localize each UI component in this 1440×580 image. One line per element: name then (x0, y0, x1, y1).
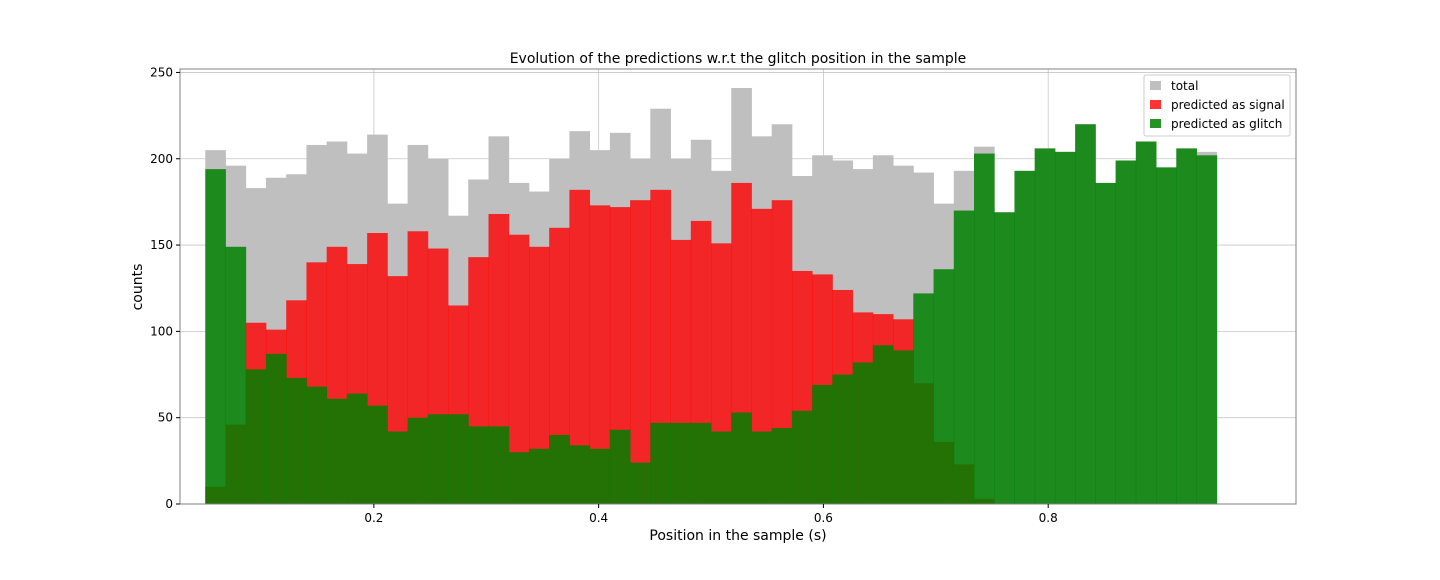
glitch-bar (387, 431, 408, 504)
glitch-bar (589, 448, 611, 504)
glitch-bar (326, 398, 348, 504)
glitch-bar (711, 431, 732, 504)
glitch-bar (306, 386, 328, 504)
glitch-bar (549, 434, 570, 504)
glitch-bar (1075, 124, 1096, 504)
glitch-bar (1095, 182, 1117, 504)
signal-bar (630, 200, 651, 504)
legend-label-glitch: predicted as glitch (1171, 117, 1282, 131)
glitch-bar (913, 293, 934, 504)
x-tick-label: 0.8 (1039, 511, 1058, 525)
glitch-bar-group (205, 124, 1218, 505)
glitch-bar (994, 212, 1015, 504)
legend: total predicted as signal predicted as g… (1143, 74, 1291, 137)
glitch-bar (245, 369, 267, 504)
ticks-layer: 0 50 100 150 200 250 0.2 0.4 0.6 0.8 (150, 65, 1058, 525)
glitch-bar (427, 414, 449, 504)
glitch-bar (265, 353, 287, 504)
legend-label-signal: predicted as signal (1171, 98, 1285, 112)
glitch-bar (448, 414, 469, 504)
glitch-bar (650, 422, 671, 504)
x-axis-title: Position in the sample (s) (649, 528, 826, 544)
y-tick-label: 0 (165, 497, 173, 511)
glitch-bar (1156, 167, 1177, 504)
glitch-bar (407, 417, 429, 504)
glitch-bar (286, 377, 307, 504)
glitch-bar (508, 452, 530, 504)
signal-bar (528, 246, 550, 505)
legend-swatch-glitch (1150, 119, 1161, 128)
y-tick-label: 50 (158, 411, 173, 425)
glitch-bar (1054, 151, 1076, 504)
glitch-bar (630, 462, 651, 504)
y-axis-title: counts (130, 264, 146, 311)
glitch-bar (367, 405, 388, 504)
x-tick-label: 0.6 (814, 511, 833, 525)
glitch-bar (205, 169, 226, 504)
glitch-bar (771, 428, 793, 504)
chart-title: Evolution of the predictions w.r.t the g… (510, 51, 967, 67)
glitch-bar (1176, 148, 1197, 504)
plot-frame (179, 68, 1297, 505)
x-tick-label: 0.2 (364, 511, 383, 525)
y-tick-label: 100 (150, 324, 173, 338)
glitch-bar (812, 384, 833, 504)
glitch-bar (1115, 160, 1137, 504)
glitch-bar (832, 374, 854, 504)
glitch-bar (1034, 148, 1056, 504)
bars-layer (205, 87, 1218, 505)
x-tick-label: 0.4 (589, 511, 608, 525)
glitch-bar (953, 210, 975, 505)
glitch-bar (690, 422, 712, 504)
legend-frame (1143, 74, 1291, 137)
signal-bar (508, 234, 530, 504)
y-tick-label: 250 (150, 65, 173, 79)
glitch-bar (1014, 170, 1036, 504)
glitch-bar (528, 448, 550, 504)
glitch-bar (933, 269, 955, 504)
glitch-bar (569, 445, 591, 504)
glitch-bar (852, 362, 874, 504)
glitch-bar (872, 345, 894, 504)
glitch-bar (1135, 141, 1157, 504)
legend-swatch-signal (1150, 100, 1161, 109)
glitch-bar (974, 153, 995, 505)
glitch-bar (468, 426, 489, 504)
signal-bar (589, 205, 611, 504)
legend-label-total: total (1171, 79, 1198, 93)
glitch-bar (731, 412, 752, 504)
glitch-bar (346, 393, 368, 504)
glitch-bar (751, 431, 773, 504)
y-tick-label: 200 (150, 152, 173, 166)
glitch-bar (1196, 155, 1218, 505)
glitch-bar (225, 246, 247, 505)
glitch-bar (609, 429, 631, 504)
glitch-bar (488, 426, 510, 504)
legend-swatch-total (1150, 81, 1161, 90)
glitch-bar (893, 350, 914, 504)
y-tick-label: 150 (150, 238, 173, 252)
glitch-bar (670, 422, 692, 504)
glitch-bar (791, 410, 813, 504)
signal-bar (569, 189, 591, 505)
signal-bar (751, 208, 773, 505)
